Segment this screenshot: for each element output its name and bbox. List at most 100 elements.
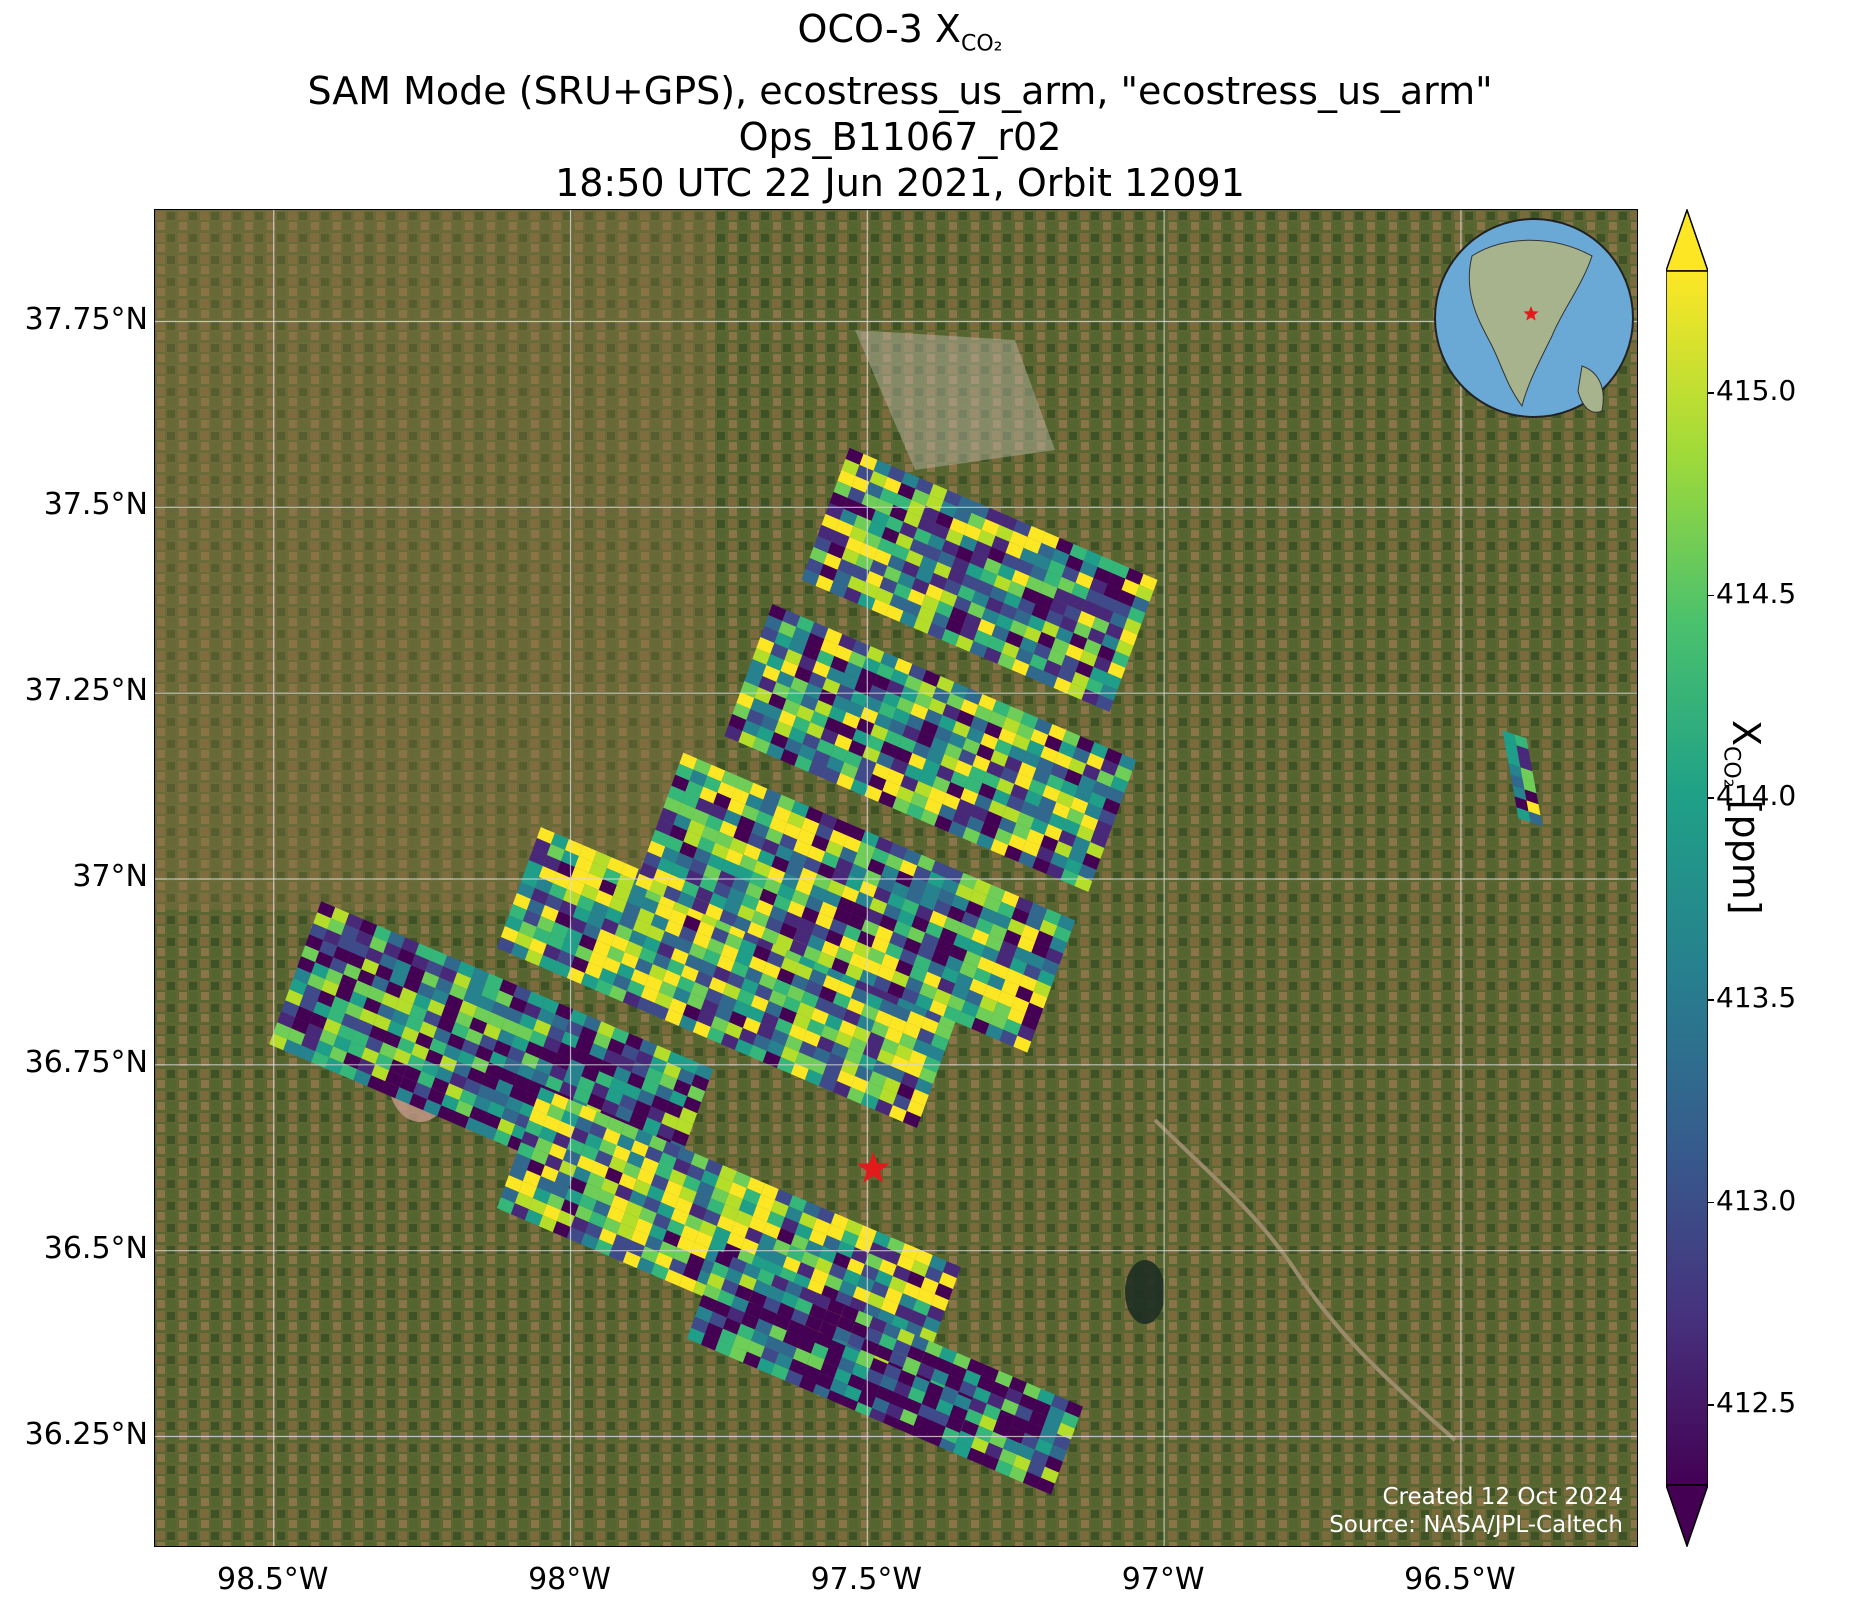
sounding-pixel (526, 898, 545, 916)
sounding-pixel (1528, 811, 1543, 827)
sounding-pixel (1017, 1024, 1036, 1042)
sounding-pixel (496, 1197, 515, 1215)
sounding-pixel (712, 1226, 731, 1244)
sounding-pixel (560, 1199, 579, 1217)
sounding-pixel (461, 1039, 480, 1057)
sounding-pixel (924, 1266, 943, 1284)
sounding-pixel (1514, 796, 1529, 812)
sounding-pixel (662, 1141, 681, 1159)
sounding-pixel (951, 894, 970, 912)
sounding-pixel (752, 647, 771, 665)
sounding-pixel (914, 780, 933, 798)
sounding-pixel (970, 1436, 989, 1454)
sounding-pixel (870, 1020, 889, 1038)
sounding-pixel (850, 778, 869, 796)
sounding-pixel (856, 717, 875, 735)
sounding-pixel (955, 972, 974, 990)
sounding-pixel (730, 1295, 749, 1313)
sounding-pixel (682, 914, 701, 932)
sounding-pixel (730, 1221, 749, 1239)
sounding-pixel (622, 990, 641, 1008)
sounding-pixel (996, 1409, 1015, 1427)
sounding-pixel (883, 565, 902, 583)
sounding-pixel (552, 1221, 571, 1239)
sounding-pixel (1001, 890, 1020, 908)
sounding-pixel (465, 1028, 484, 1046)
sounding-pixel (789, 939, 808, 957)
sounding-pixel (778, 1341, 797, 1359)
sounding-pixel (1010, 1415, 1029, 1433)
sounding-pixel (885, 853, 904, 871)
sounding-pixel (538, 1126, 557, 1144)
sounding-pixel (868, 773, 887, 791)
sounding-pixel (616, 873, 635, 891)
sounding-pixel (604, 1167, 623, 1185)
sounding-pixel (623, 1083, 642, 1101)
sounding-pixel (875, 587, 894, 605)
sounding-pixel (938, 803, 957, 821)
sounding-pixel (878, 701, 897, 719)
sounding-pixel (731, 787, 750, 805)
sounding-pixel (776, 1302, 795, 1320)
sounding-pixel (787, 811, 806, 829)
sounding-pixel (942, 1261, 961, 1279)
sounding-pixel (592, 1200, 611, 1218)
sounding-pixel (913, 616, 932, 634)
sounding-pixel (738, 1273, 757, 1291)
sounding-pixel (959, 623, 978, 641)
sounding-pixel (984, 810, 1003, 828)
sounding-pixel (866, 645, 885, 663)
sounding-pixel (856, 1014, 875, 1032)
sounding-pixel (445, 994, 464, 1012)
sounding-pixel (870, 1281, 889, 1299)
sounding-pixel (536, 826, 555, 844)
sounding-pixel (747, 832, 766, 850)
sounding-pixel (668, 1169, 687, 1187)
sounding-pixel (761, 838, 780, 856)
sounding-pixel (952, 1441, 971, 1459)
sounding-pixel (622, 901, 641, 919)
sounding-pixel (616, 1134, 635, 1152)
sounding-pixel (305, 1023, 324, 1041)
sounding-pixel (780, 659, 799, 677)
sounding-pixel (768, 692, 787, 710)
sounding-pixel (297, 1045, 316, 1063)
sounding-pixel (831, 868, 850, 886)
sounding-pixel (579, 1026, 598, 1044)
sounding-pixel (947, 567, 966, 585)
sounding-pixel (822, 1063, 841, 1081)
lat-tick-label: 36.25°N (24, 1416, 148, 1452)
colorbar-tick-label: 413.0 (1716, 1183, 1797, 1217)
sounding-pixel (890, 1054, 909, 1072)
sounding-pixel (588, 861, 607, 879)
sounding-pixel (969, 978, 988, 996)
sounding-pixel (644, 974, 663, 992)
sounding-pixel (974, 793, 993, 811)
sounding-pixel (671, 1129, 690, 1147)
sounding-pixel (732, 702, 751, 720)
sounding-pixel (509, 996, 528, 1014)
sounding-pixel (1117, 589, 1136, 607)
sounding-pixel (1055, 537, 1074, 555)
sounding-pixel (774, 720, 793, 738)
sounding-pixel (608, 895, 627, 913)
sounding-pixel (570, 1127, 589, 1145)
sounding-pixel (940, 753, 959, 771)
sounding-pixel (707, 853, 726, 871)
sounding-pixel (737, 815, 756, 833)
sounding-pixel (814, 1331, 833, 1349)
sounding-pixel (823, 552, 842, 570)
sounding-pixel (910, 1260, 929, 1278)
sounding-pixel (495, 990, 514, 1008)
sounding-pixel (826, 755, 845, 773)
sounding-pixel (1009, 530, 1028, 548)
sounding-pixel (467, 978, 486, 996)
sounding-pixel (815, 1372, 834, 1390)
sounding-pixel (906, 1271, 925, 1289)
sounding-pixel (741, 893, 760, 911)
sounding-pixel (935, 1398, 954, 1416)
sounding-pixel (801, 817, 820, 835)
sounding-pixel (586, 1172, 605, 1190)
sounding-pixel (329, 957, 348, 975)
sounding-pixel (1072, 835, 1091, 853)
